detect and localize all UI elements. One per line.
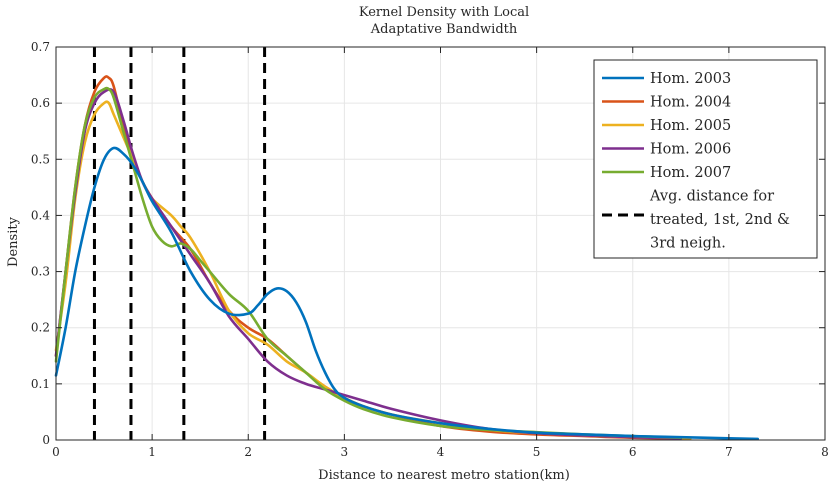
x-tick-label: 1 (148, 445, 156, 459)
series-lines (54, 75, 760, 441)
y-tick-label: 0.7 (31, 40, 50, 54)
legend: Hom. 2003 Hom. 2004 Hom. 2005 Hom. 2006 Hom.… (593, 59, 818, 259)
y-tick-label: 0 (42, 433, 50, 447)
x-axis-label: Distance to nearest metro station(km) (318, 468, 570, 483)
legend-label-2: Hom. 2004 (650, 95, 731, 111)
y-axis-label: Density (6, 216, 21, 267)
chart-title-line-2: Adaptative Bandwidth (370, 22, 518, 37)
series-line-hom-2007 (54, 86, 683, 440)
y-tick-label: 0.5 (31, 152, 50, 166)
axes (55, 46, 826, 441)
chart-title-line-1: Kernel Density with Local (359, 5, 529, 20)
legend-label-reference-line-3: 3rd neigh. (650, 236, 726, 252)
legend-label-reference-line-2: treated, 1st, 2nd & (650, 212, 790, 228)
legend-label-5: Hom. 2007 (650, 165, 731, 181)
series-line-hom-2006 (54, 88, 683, 440)
x-tick-label: 6 (629, 445, 637, 459)
legend-label-4: Hom. 2006 (650, 142, 731, 158)
y-tick-label: 0.4 (31, 208, 50, 222)
x-tick-label: 3 (341, 445, 349, 459)
x-tick-labels: 0 1 2 3 4 5 6 7 8 (52, 445, 829, 459)
x-tick-label: 7 (725, 445, 733, 459)
legend-box (593, 59, 818, 259)
legend-label-3: Hom. 2005 (650, 118, 731, 134)
legend-label-reference-line-1: Avg. distance for (649, 189, 774, 205)
y-tick-labels: 0 0.1 0.2 0.3 0.4 0.5 0.6 0.7 (31, 40, 50, 447)
x-tick-label: 8 (821, 445, 829, 459)
x-tick-label: 2 (244, 445, 252, 459)
x-tick-label: 0 (52, 445, 60, 459)
y-tick-label: 0.3 (31, 265, 50, 279)
y-tick-label: 0.6 (31, 96, 50, 110)
y-tick-label: 0.1 (31, 377, 50, 391)
x-tick-label: 5 (533, 445, 541, 459)
y-tick-label: 0.2 (31, 321, 50, 335)
legend-label-1: Hom. 2003 (650, 71, 731, 87)
x-tick-label: 4 (437, 445, 445, 459)
series-line-hom-2003 (54, 146, 760, 441)
